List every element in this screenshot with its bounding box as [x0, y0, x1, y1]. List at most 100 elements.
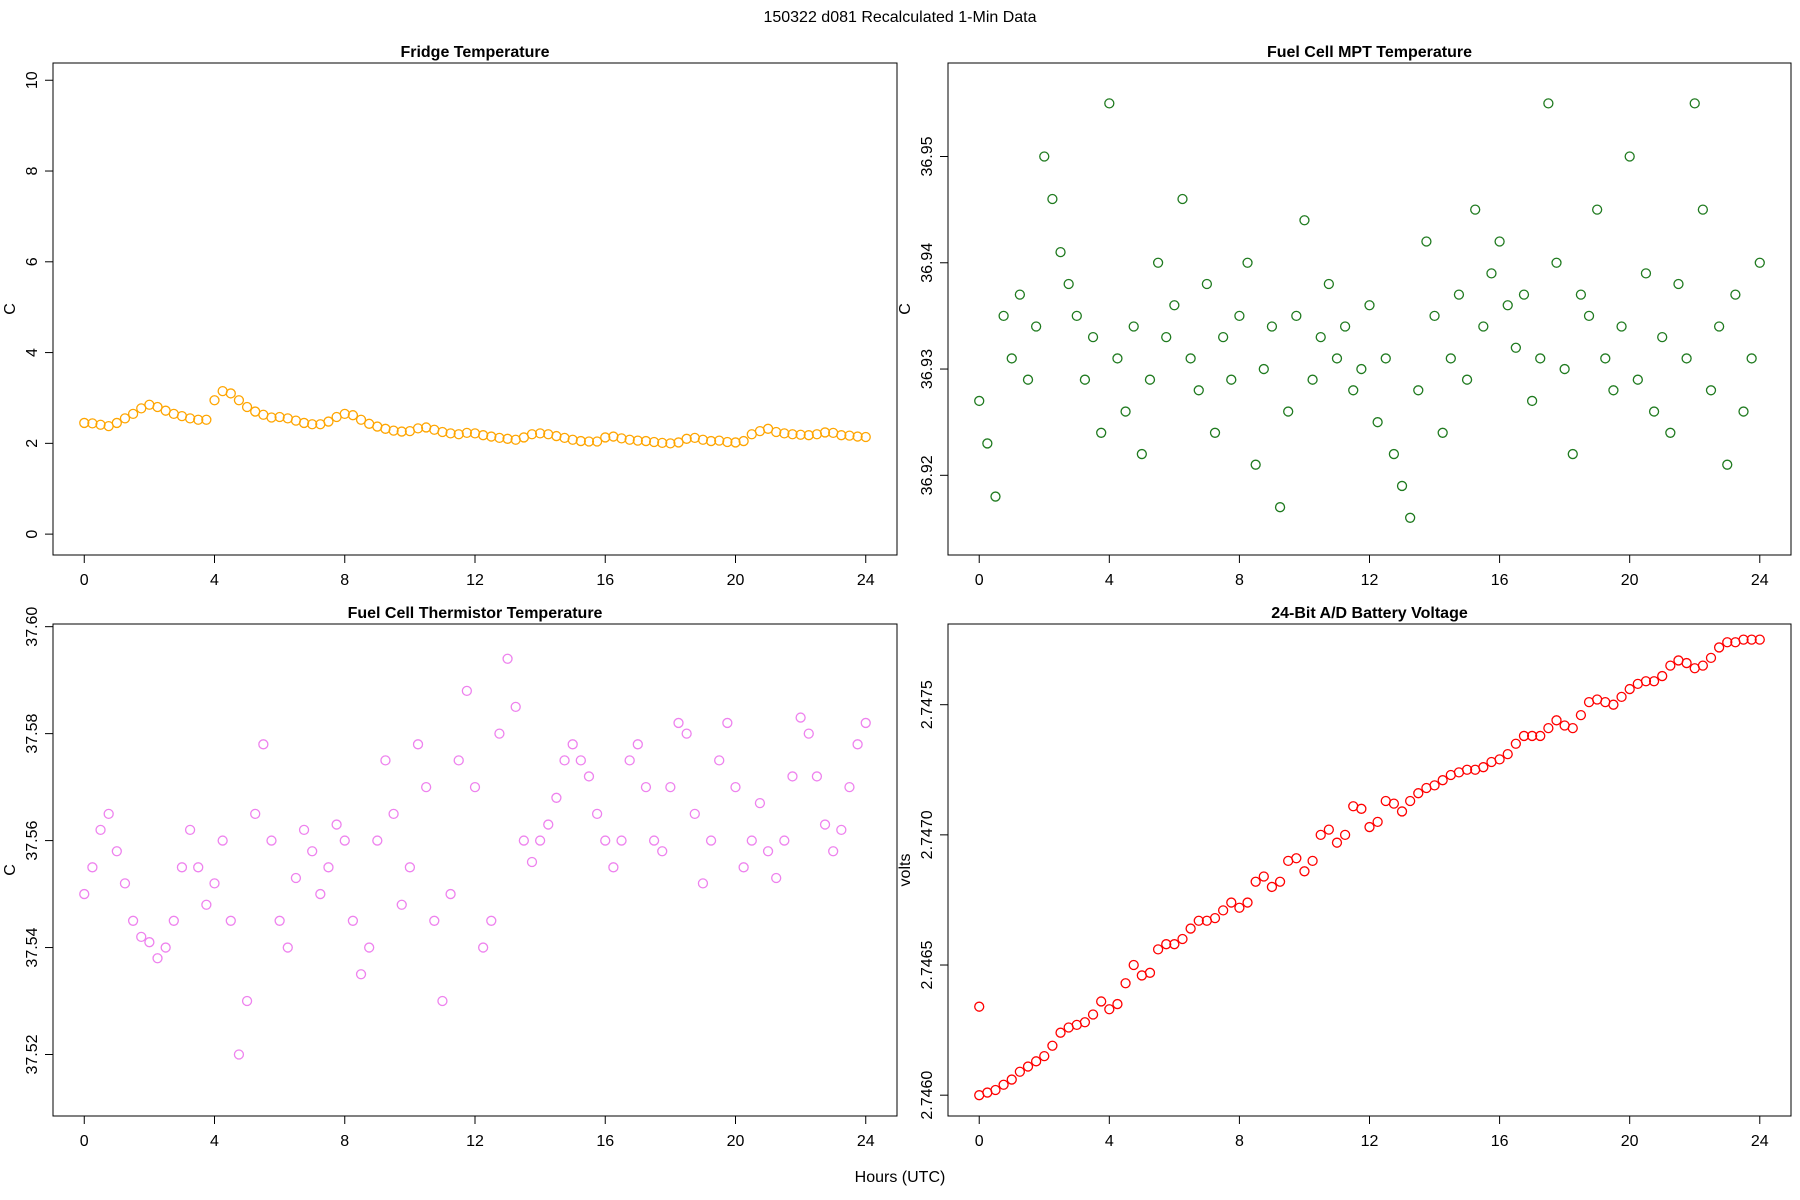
- data-point: [1421, 236, 1432, 247]
- x-tick-label: 4: [1105, 572, 1114, 589]
- data-point: [250, 808, 261, 819]
- data-point: [266, 412, 277, 423]
- data-point: [486, 915, 497, 926]
- data-point: [1234, 902, 1245, 913]
- x-tick-label: 4: [210, 572, 219, 589]
- y-axis-label: C: [2, 864, 19, 876]
- data-point: [1453, 289, 1465, 300]
- data-point: [998, 1079, 1009, 1090]
- data-point: [1006, 353, 1017, 364]
- data-point: [648, 436, 660, 448]
- data-point: [1738, 406, 1749, 417]
- data-point: [1575, 289, 1587, 300]
- data-point: [1258, 363, 1269, 375]
- x-tick-label: 8: [340, 1133, 349, 1150]
- data-point: [754, 798, 766, 809]
- data-point: [217, 835, 228, 846]
- data-point: [1339, 321, 1351, 332]
- data-point: [1030, 1056, 1042, 1067]
- data-point: [665, 438, 676, 449]
- x-tick-label: 24: [1751, 1133, 1769, 1150]
- data-point: [836, 430, 847, 441]
- data-point: [1405, 512, 1416, 523]
- data-point: [331, 819, 342, 830]
- data-point: [665, 781, 676, 793]
- data-point: [1681, 353, 1692, 364]
- data-point: [1339, 829, 1351, 841]
- data-point: [779, 428, 790, 439]
- data-point: [372, 835, 383, 846]
- data-point: [1006, 1074, 1017, 1085]
- data-point: [469, 781, 481, 793]
- data-point: [1144, 374, 1156, 385]
- data-point: [1372, 417, 1383, 428]
- x-tick-label: 0: [80, 1133, 89, 1150]
- data-point: [241, 401, 253, 413]
- data-point: [1526, 395, 1538, 407]
- data-point: [616, 835, 627, 846]
- data-point: [1388, 448, 1400, 460]
- data-point: [591, 436, 603, 447]
- data-point: [347, 915, 359, 926]
- data-point: [1047, 193, 1058, 205]
- data-point: [364, 942, 375, 953]
- data-point: [193, 862, 204, 873]
- data-point: [771, 872, 782, 884]
- data-point: [258, 739, 269, 750]
- x-tick-label: 12: [466, 1133, 484, 1150]
- data-point: [1551, 715, 1562, 726]
- plot-frame: [52, 62, 898, 556]
- data-point: [1429, 780, 1440, 791]
- data-point: [201, 414, 212, 425]
- data-point: [1112, 998, 1123, 1010]
- y-tick-label: 2.7470: [919, 810, 936, 859]
- x-tick-label: 12: [1361, 572, 1379, 589]
- data-point: [811, 771, 823, 782]
- data-point: [551, 792, 562, 803]
- data-point: [1510, 342, 1522, 353]
- data-point: [1299, 215, 1310, 226]
- data-point: [1258, 871, 1269, 882]
- data-point: [730, 437, 741, 448]
- data-point: [1632, 374, 1643, 385]
- data-point: [1640, 676, 1652, 687]
- data-point: [111, 417, 122, 429]
- data-point: [1567, 448, 1578, 460]
- data-point: [1226, 374, 1237, 385]
- data-point: [1616, 321, 1627, 332]
- data-point: [1648, 406, 1660, 417]
- data-point: [461, 685, 473, 696]
- data-point: [1583, 310, 1595, 322]
- data-point: [225, 915, 236, 926]
- data-point: [1283, 406, 1294, 417]
- x-tick-label: 20: [727, 572, 745, 589]
- data-point: [1608, 385, 1619, 396]
- data-point: [1079, 1017, 1091, 1028]
- data-point: [1543, 722, 1554, 734]
- data-point: [1055, 1027, 1066, 1038]
- x-tick-label: 0: [80, 572, 89, 589]
- y-axis-label: volts: [897, 854, 914, 887]
- y-tick-label: 10: [24, 71, 41, 89]
- data-point: [1657, 670, 1668, 682]
- data-point: [1315, 829, 1326, 841]
- data-point: [421, 781, 432, 793]
- data-point: [1665, 427, 1676, 438]
- data-point: [1177, 193, 1188, 205]
- panel-title: 24-Bit A/D Battery Voltage: [1271, 605, 1468, 622]
- data-point: [437, 995, 448, 1007]
- y-tick-label: 6: [24, 257, 41, 266]
- data-point: [1722, 459, 1733, 470]
- data-point: [1250, 459, 1261, 470]
- data-point: [209, 878, 220, 889]
- data-point: [241, 995, 253, 1007]
- x-tick-label: 8: [1235, 1133, 1244, 1150]
- data-point: [591, 808, 603, 819]
- data-point: [1526, 730, 1538, 742]
- data-point: [103, 808, 114, 819]
- data-point: [1169, 300, 1180, 311]
- data-point: [307, 419, 318, 430]
- data-point: [648, 835, 660, 846]
- data-point: [225, 388, 236, 399]
